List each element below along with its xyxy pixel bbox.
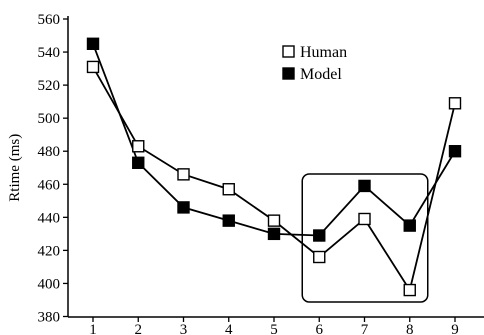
y-tick-label: 420 <box>38 243 61 259</box>
x-tick-label: 8 <box>406 322 414 335</box>
data-point-human <box>448 97 462 110</box>
x-tick-label: 6 <box>316 322 324 335</box>
legend: Human Model <box>282 44 347 83</box>
data-point-model <box>403 219 416 232</box>
data-point-model <box>267 227 281 241</box>
legend-label-human: Human <box>300 44 347 61</box>
x-tick-label: 1 <box>89 322 97 335</box>
data-point-human <box>313 250 326 264</box>
y-axis-title: Rtime (ms) <box>7 134 23 202</box>
x-tick-label: 3 <box>180 322 188 335</box>
data-point-human <box>86 60 100 74</box>
series-line-human <box>92 66 456 293</box>
highlight-box <box>301 173 429 303</box>
series-line-model <box>92 43 456 237</box>
data-point-human <box>403 283 416 297</box>
data-point-model <box>222 214 235 227</box>
data-point-human <box>177 168 190 181</box>
data-point-model <box>313 229 326 242</box>
data-point-model <box>358 179 371 193</box>
x-tick-label: 2 <box>135 322 143 335</box>
data-point-model <box>448 145 462 158</box>
y-tick-label: 520 <box>38 78 61 94</box>
highlight-box-group <box>301 173 429 303</box>
legend-label-model: Model <box>300 66 342 83</box>
series-group <box>86 37 462 297</box>
y-tick-label: 460 <box>38 177 61 193</box>
data-point-model <box>132 156 145 169</box>
data-point-human <box>222 183 235 196</box>
data-point-human <box>358 212 371 226</box>
data-point-human <box>132 140 145 153</box>
x-tick-label: 9 <box>451 322 459 335</box>
x-tick-label: 5 <box>270 322 278 335</box>
data-point-model <box>86 37 100 50</box>
y-tick-label: 540 <box>38 45 61 61</box>
data-point-human <box>267 214 281 227</box>
legend-marker-model <box>282 67 295 80</box>
y-tick-label: 500 <box>38 111 61 127</box>
y-tick-label: 480 <box>38 144 61 160</box>
data-point-model <box>177 201 190 214</box>
y-tick-label: 440 <box>38 210 61 226</box>
y-tick-label: 380 <box>38 310 61 326</box>
y-tick-label: 560 <box>38 12 61 28</box>
x-tick-label: 7 <box>361 322 369 335</box>
x-tick-label: 4 <box>225 322 233 335</box>
y-tick-label: 400 <box>38 276 61 292</box>
legend-marker-human <box>282 45 295 58</box>
axes: 380 400 420 440 460 480 500 520 540 560 1 2 3 4 5 6 7 8 9 <box>38 12 484 335</box>
